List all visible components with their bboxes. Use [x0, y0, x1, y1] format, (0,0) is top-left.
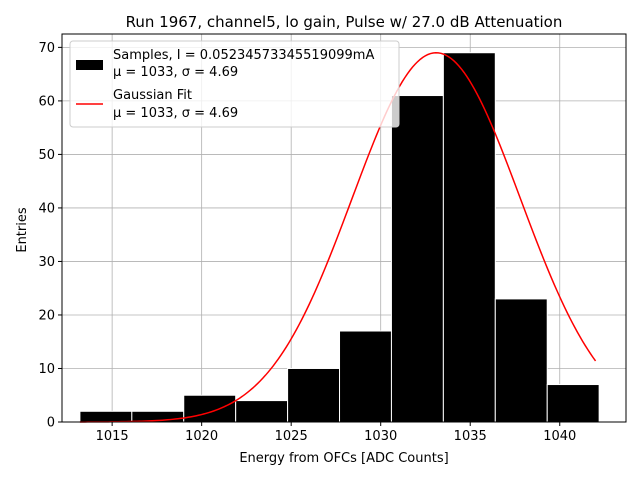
x-tick-label: 1025 [275, 429, 308, 444]
x-axis-label: Energy from OFCs [ADC Counts] [239, 451, 448, 466]
y-tick-label: 10 [38, 362, 55, 377]
histogram-bar [287, 367, 341, 423]
histogram-bar [546, 384, 600, 423]
y-tick-label: 40 [38, 201, 55, 216]
y-tick-label: 0 [47, 416, 55, 431]
x-tick-label: 1020 [185, 429, 218, 444]
histogram-bar [494, 298, 548, 423]
y-tick-label: 20 [38, 308, 55, 323]
histogram-bar [442, 52, 496, 423]
x-tick-label: 1035 [454, 429, 487, 444]
x-tick-label: 1040 [543, 429, 576, 444]
gaussian-fit [79, 51, 597, 423]
legend-samples-label: Samples, I = 0.05234573345519099mA [113, 48, 374, 63]
histogram-bar [339, 330, 392, 423]
legend-fit-label: Gaussian Fit [113, 88, 192, 103]
plot-frame [61, 33, 627, 423]
y-tick-label: 30 [38, 255, 55, 270]
legend-fit-stats: μ = 1033, σ = 4.69 [113, 106, 238, 121]
legend-samples-stats: μ = 1033, σ = 4.69 [113, 65, 238, 80]
fit-curve [79, 51, 597, 423]
y-axis-ticks: 0 10 20 30 40 50 60 70 [38, 41, 62, 431]
legend: Samples, I = 0.05234573345519099mA μ = 1… [69, 40, 400, 128]
y-tick-label: 70 [38, 41, 55, 56]
y-axis-label: Entries [15, 207, 30, 253]
histogram-bar [183, 394, 237, 423]
histogram-bar [390, 95, 444, 423]
y-tick-label: 60 [38, 94, 55, 109]
legend-samples-swatch [76, 60, 103, 70]
legend-box [69, 40, 400, 128]
x-axis-ticks: 1015 1020 1025 1030 1035 1040 [96, 422, 576, 444]
y-tick-label: 50 [38, 148, 55, 163]
x-tick-label: 1015 [96, 429, 129, 444]
histogram-bar [79, 410, 133, 423]
histogram-bars [79, 52, 600, 423]
x-tick-label: 1030 [364, 429, 397, 444]
chart-title: Run 1967, channel5, lo gain, Pulse w/ 27… [126, 13, 563, 31]
histogram-bar [235, 400, 289, 423]
